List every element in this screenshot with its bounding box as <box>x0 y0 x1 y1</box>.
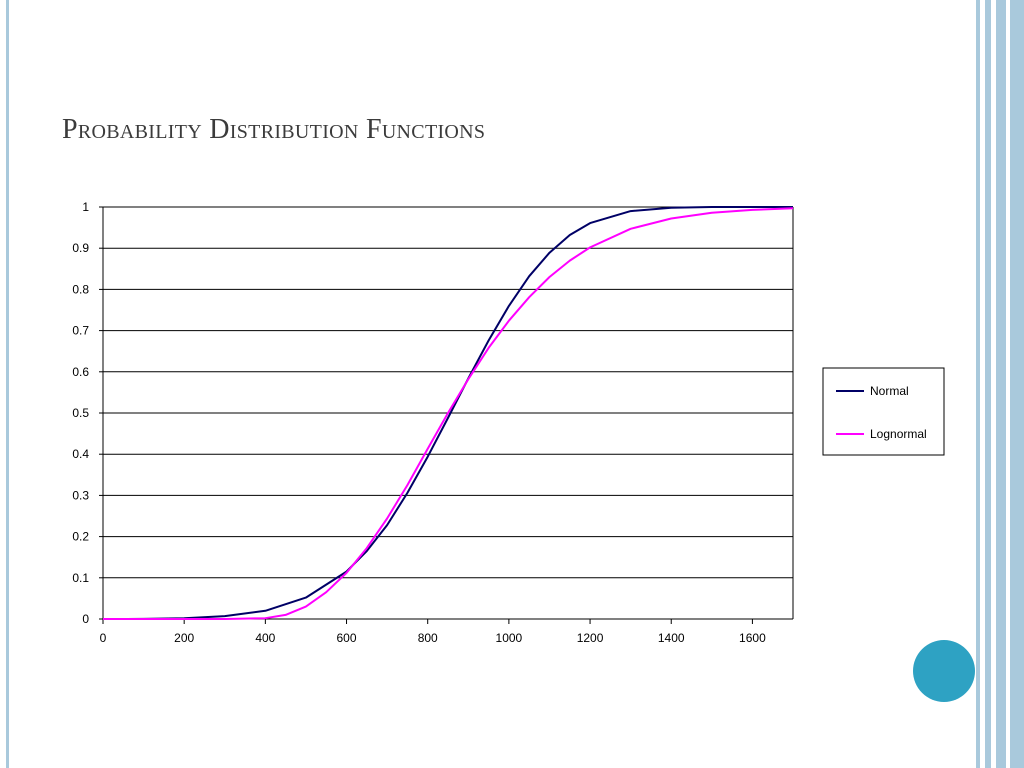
legend-label-normal: Normal <box>870 384 909 398</box>
x-tick-label: 1000 <box>496 631 523 645</box>
axis-layer: 0 0.1 0.2 0.3 0.4 0.5 0.6 0.7 0.8 0.9 1 0 200 400 600 8… <box>72 200 794 645</box>
grid-layer <box>103 206 793 620</box>
y-tick-label: 0.9 <box>72 241 89 255</box>
x-tick-label: 1200 <box>577 631 604 645</box>
y-tick-label: 0.8 <box>72 282 89 296</box>
x-tick-label: 0 <box>100 631 107 645</box>
y-tick-label: 1 <box>82 200 89 214</box>
slide-title: Probability Distribution Functions <box>62 114 486 145</box>
x-tick-label: 600 <box>337 631 357 645</box>
left-accent-stripe <box>6 0 9 768</box>
right-accent-stripes <box>976 0 1024 768</box>
y-tick-label: 0.1 <box>72 571 89 585</box>
y-tick-label: 0.3 <box>72 488 89 502</box>
y-tick-label: 0.2 <box>72 530 89 544</box>
x-tick-label: 200 <box>174 631 194 645</box>
decorative-circle <box>913 640 975 702</box>
x-tick-label: 1400 <box>658 631 685 645</box>
series-line-normal <box>102 206 793 620</box>
x-tick-label: 1600 <box>739 631 766 645</box>
legend-box <box>822 367 945 456</box>
series-layer <box>102 206 794 620</box>
x-tick-label: 800 <box>418 631 438 645</box>
x-tick-label: 400 <box>255 631 275 645</box>
legend: Normal Lognormal <box>822 367 945 456</box>
y-tick-label: 0.7 <box>72 324 89 338</box>
y-tick-label: 0.5 <box>72 406 89 420</box>
y-tick-label: 0.6 <box>72 365 89 379</box>
y-tick-label: 0 <box>82 612 89 626</box>
y-tick-label: 0.4 <box>72 447 89 461</box>
legend-label-lognormal: Lognormal <box>870 427 927 441</box>
series-line-lognormal <box>103 207 794 620</box>
